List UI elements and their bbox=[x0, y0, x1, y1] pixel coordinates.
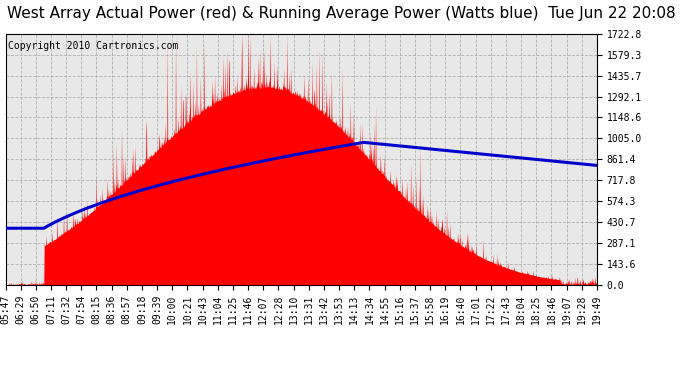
Text: Copyright 2010 Cartronics.com: Copyright 2010 Cartronics.com bbox=[8, 41, 179, 51]
Text: West Array Actual Power (red) & Running Average Power (Watts blue)  Tue Jun 22 2: West Array Actual Power (red) & Running … bbox=[7, 6, 676, 21]
